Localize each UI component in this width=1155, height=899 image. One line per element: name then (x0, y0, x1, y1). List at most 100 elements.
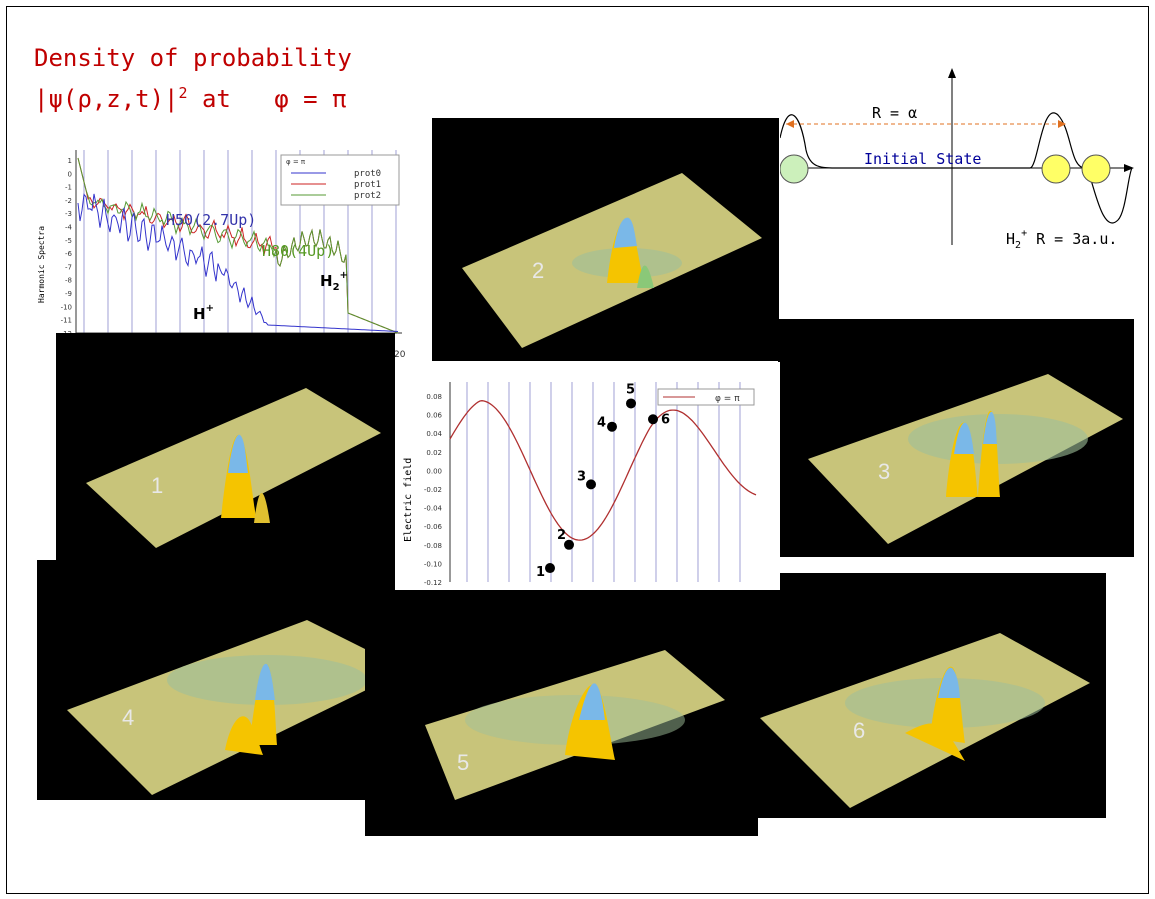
diagram-h2-sup: + (1021, 228, 1027, 239)
panel-label-5: 5 (457, 750, 470, 775)
spectra-y-label: Harmonic Spectra (37, 226, 46, 303)
legend-label-prot2: prot2 (354, 191, 381, 201)
panel-label-4: 4 (122, 705, 135, 730)
spectra-y-tick: -9 (65, 290, 72, 298)
surface-2 (462, 173, 762, 348)
diagram-wavefunction-curve (779, 112, 1133, 224)
field-points: 1 2 3 4 5 6 (536, 382, 670, 580)
legend-label-prot0: prot0 (354, 169, 381, 179)
annotation-hplus: H+ (193, 303, 214, 323)
diagram-r-arrowhead-left (786, 120, 794, 128)
field-y-tick: 0.08 (426, 393, 442, 401)
diagram-h2-label: H2+ R = 3a.u. (1006, 228, 1117, 251)
spectra-y-tick: -7 (65, 263, 72, 271)
spectra-legend (280, 154, 400, 206)
field-point-label-6: 6 (661, 412, 670, 427)
spectra-y-tick: -11 (61, 317, 72, 325)
annotation-h2plus: H2+ (320, 270, 348, 293)
field-y-tick: -0.12 (424, 579, 442, 587)
surface-6 (760, 633, 1090, 808)
density-panel-1: 1 (56, 333, 395, 560)
diagram-svg: R = α Initial State H2+ R = 3a.u. (779, 68, 1134, 251)
spectra-y-tick: -8 (65, 277, 72, 285)
spectra-y-ticks: 10-1-2-3-4-5-6-7-8-9-10-11-12 (61, 157, 73, 338)
annotation-h2-sub: 2 (333, 282, 340, 293)
panel-label-6: 6 (853, 718, 866, 743)
field-point-3 (586, 479, 596, 490)
slide-frame (6, 6, 1149, 894)
electric-field-chart: 0.08 0.06 0.04 0.02 0.00 -0.02 -0.04 -0.06 -0.08… (395, 362, 780, 590)
panel-label-2: 2 (532, 258, 545, 283)
series-prot2 (77, 157, 399, 334)
field-grid (466, 382, 741, 582)
diagram-yellow-atom-2 (1081, 154, 1111, 184)
slide-title-line2: |ψ(ρ,z,t)|2 at φ = π (34, 84, 346, 113)
field-y-tick: -0.06 (424, 523, 443, 531)
field-point-5 (626, 398, 636, 409)
annotation-h-letter: H (193, 305, 206, 323)
density-panel-4: 4 (37, 560, 420, 800)
field-legend (657, 388, 755, 406)
spectra-y-tick: -1 (65, 184, 72, 192)
spectra-y-tick: -2 (65, 197, 72, 205)
spectra-legend-title: φ = π (286, 158, 306, 166)
diagram-vertical-arrowhead (948, 68, 956, 78)
title-phi: at φ = π (187, 85, 347, 113)
annotation-h-sup: + (206, 303, 214, 314)
diagram-r-arrowhead-right (1058, 120, 1066, 128)
field-point-label-3: 3 (577, 469, 586, 484)
field-point-label-2: 2 (557, 528, 566, 543)
surface-5 (425, 650, 725, 800)
diagram-h2-sub: 2 (1015, 240, 1021, 251)
field-curve (449, 400, 757, 541)
diagram-green-atom (779, 154, 809, 184)
diagram-h2-rest: R = 3a.u. (1027, 230, 1117, 248)
field-point-label-5: 5 (626, 382, 635, 397)
spectra-x-tick-last: 20 (394, 350, 406, 358)
spectra-svg: 10-1-2-3-4-5-6-7-8-9-10-11-12 Harmonic S… (37, 150, 406, 360)
field-point-1 (545, 563, 555, 574)
diagram-h2-letter: H (1006, 230, 1015, 248)
density-panel-6: 6 (735, 573, 1106, 818)
surface-4 (67, 620, 407, 795)
annotation-h2-sup: + (340, 270, 348, 281)
diagram-state-label: Initial State (864, 150, 981, 168)
field-y-tick: -0.02 (424, 486, 442, 494)
harmonic-spectra-chart: 10-1-2-3-4-5-6-7-8-9-10-11-12 Harmonic S… (36, 143, 411, 360)
surface-3 (808, 374, 1123, 544)
field-point-2 (564, 539, 574, 550)
field-y-tick: 0.02 (426, 449, 442, 457)
series-prot0 (77, 193, 399, 332)
spectra-y-tick: 1 (68, 157, 72, 165)
diagram-yellow-atom-1 (1041, 154, 1071, 184)
annotation-h80: H80(4Up) (262, 242, 334, 260)
field-point-label-1: 1 (536, 565, 545, 580)
title-psi: |ψ(ρ,z,t)| (34, 85, 179, 113)
panel-label-3: 3 (878, 459, 891, 484)
field-y-label: Electric field (403, 458, 414, 542)
density-panel-2: 2 (432, 118, 779, 361)
field-point-6 (648, 414, 658, 425)
initial-state-diagram: R = α Initial State H2+ R = 3a.u. (779, 60, 1150, 260)
field-y-tick: 0.00 (426, 467, 442, 475)
surface-1 (86, 388, 381, 548)
slide-title-line1: Density of probability (34, 44, 352, 72)
spectra-y-tick: -6 (65, 250, 73, 258)
field-y-tick: 0.04 (426, 430, 442, 438)
title-psi-sup: 2 (178, 84, 188, 102)
field-point-4 (607, 421, 617, 432)
spectra-y-tick: -4 (65, 224, 73, 232)
spectra-y-tick: -3 (65, 210, 72, 218)
field-legend-label: φ = π (715, 394, 740, 404)
spectra-y-tick: 0 (68, 170, 72, 178)
annotation-h2-letter: H (320, 272, 333, 290)
field-y-tick: -0.04 (424, 505, 443, 513)
panel-label-1: 1 (151, 473, 164, 498)
field-svg: 0.08 0.06 0.04 0.02 0.00 -0.02 -0.04 -0.06 -0.08… (403, 382, 757, 587)
field-y-ticks: 0.08 0.06 0.04 0.02 0.00 -0.02 -0.04 -0.06 -0.08… (424, 393, 443, 587)
field-y-tick: -0.10 (424, 560, 442, 568)
diagram-horizontal-arrowhead (1124, 164, 1134, 172)
field-point-label-4: 4 (597, 416, 606, 431)
spectra-y-tick: -5 (65, 237, 72, 245)
diagram-r-label: R = α (872, 104, 917, 122)
